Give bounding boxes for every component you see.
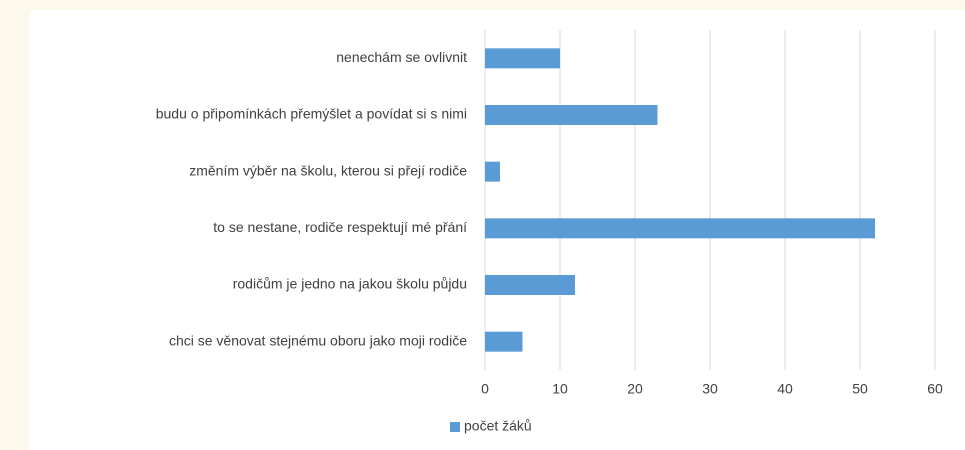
- x-tick-label: 30: [702, 381, 718, 397]
- y-tick-label: nenechám se ovlivnit: [336, 49, 467, 65]
- legend-label: počet žáků: [464, 418, 532, 434]
- bar: [485, 275, 575, 295]
- x-tick-label: 10: [552, 381, 568, 397]
- legend-swatch: [450, 422, 460, 432]
- y-tick-label: změním výběr na školu, kterou si přejí r…: [189, 162, 467, 178]
- y-tick-label: rodičům je jedno na jakou školu půjdu: [233, 276, 467, 292]
- x-tick-label: 60: [927, 381, 943, 397]
- x-tick-label: 20: [627, 381, 643, 397]
- bar: [485, 161, 500, 182]
- bar: [485, 48, 560, 69]
- y-tick-label: to se nestane, rodiče respektují mé přán…: [213, 219, 467, 235]
- bar: [485, 331, 523, 352]
- x-tick-label: 0: [481, 381, 489, 397]
- bar: [485, 218, 875, 239]
- y-tick-label: chci se věnovat stejnému oboru jako moji…: [169, 332, 467, 348]
- bar: [485, 105, 658, 125]
- x-tick-label: 40: [777, 381, 793, 397]
- x-tick-label: 50: [852, 381, 868, 397]
- y-tick-label: budu o připomínkách přemýšlet a povídat …: [156, 106, 467, 122]
